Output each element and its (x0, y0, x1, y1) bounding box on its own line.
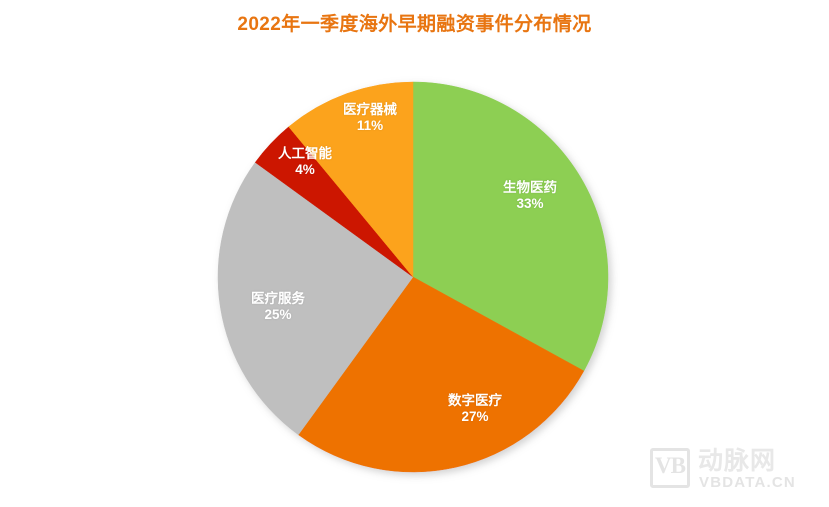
watermark-logo-text: VB (655, 453, 686, 478)
watermark-brand-cn: 动脉网 (698, 447, 777, 475)
watermark-brand-en: VBDATA.CN (699, 474, 796, 491)
pie-chart-area (217, 81, 609, 473)
watermark-logo-box (650, 448, 690, 488)
watermark: VB 动脉网 VBDATA.CN (650, 447, 810, 496)
chart-title: 2022年一季度海外早期融资事件分布情况 (237, 14, 592, 35)
pie-slices-group (217, 81, 609, 473)
pie-slice-medical-services[interactable] (217, 162, 414, 436)
pie-svg (217, 81, 609, 473)
pie-slice-biopharma[interactable] (412, 81, 609, 372)
pie-slice-digital-health[interactable] (298, 276, 585, 473)
pie-slice-medical-devices[interactable] (288, 81, 414, 278)
